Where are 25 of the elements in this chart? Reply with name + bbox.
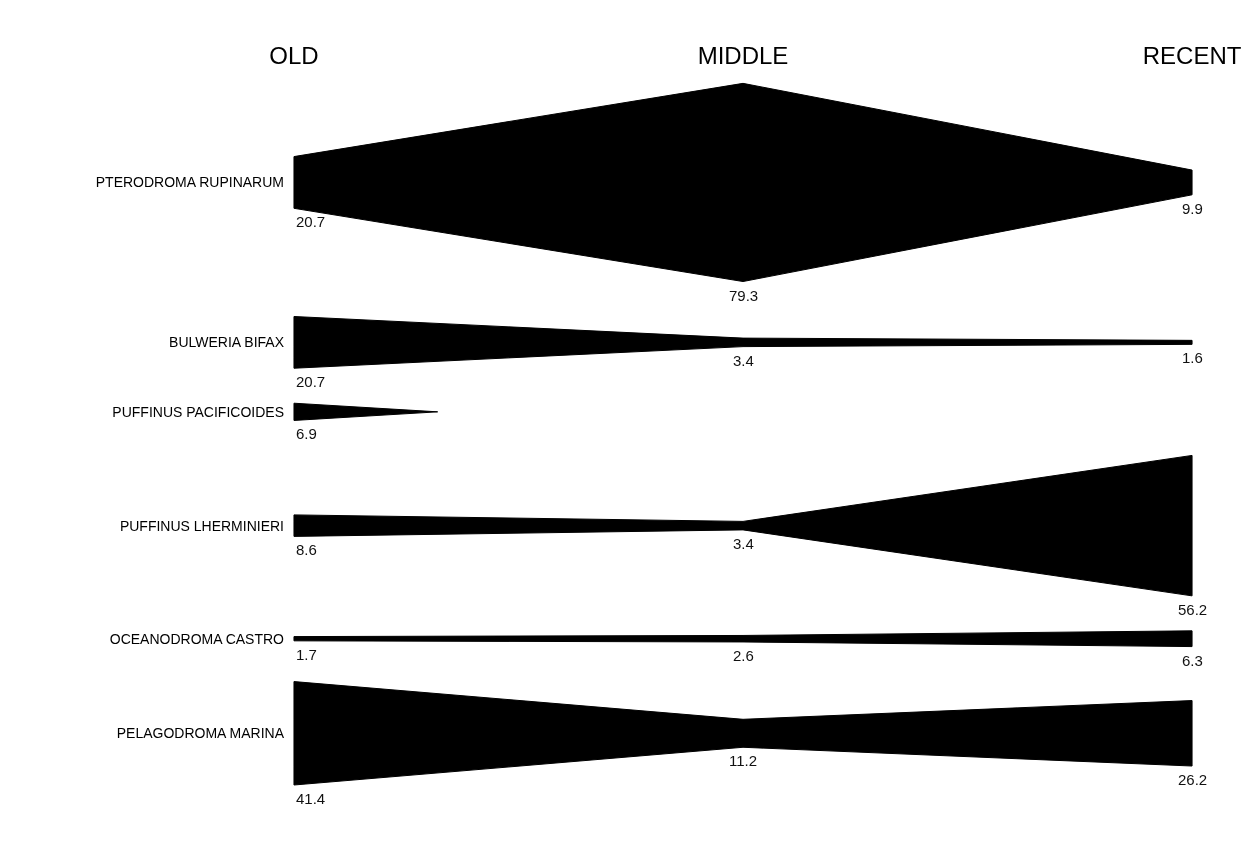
data-label: 6.9 [296, 425, 317, 442]
data-label: 2.6 [733, 647, 754, 664]
legend-label: PTERODROMA RUPINARUM [95, 174, 284, 191]
data-label: 11.2 [729, 752, 758, 769]
data-label: 1.6 [1182, 349, 1203, 366]
category-label: RECENT [1142, 42, 1242, 70]
legend-label: BULWERIA BIFAX [169, 334, 285, 351]
data-label: 20.7 [296, 373, 326, 390]
data-label: 26.2 [1178, 771, 1208, 788]
legend-label: PUFFINUS LHERMINIERI [119, 517, 284, 534]
data-label: 1.7 [296, 646, 317, 663]
data-label: 3.4 [733, 352, 754, 369]
data-label: 41.4 [296, 790, 326, 807]
data-label: 6.3 [1182, 652, 1203, 669]
data-label: 8.6 [296, 541, 317, 558]
data-label: 56.2 [1178, 601, 1208, 618]
data-label: 9.9 [1182, 200, 1203, 217]
category-label: MIDDLE [697, 42, 789, 70]
category-label: OLD [269, 42, 319, 70]
legend-label: OCEANODROMA CASTRO [109, 630, 285, 647]
legend-label: PELAGODROMA MARINA [116, 725, 285, 742]
data-label: 3.4 [733, 535, 754, 552]
data-label: 20.7 [296, 213, 326, 230]
data-label: 79.3 [729, 287, 759, 304]
legend-label: PUFFINUS PACIFICOIDES [112, 403, 284, 420]
